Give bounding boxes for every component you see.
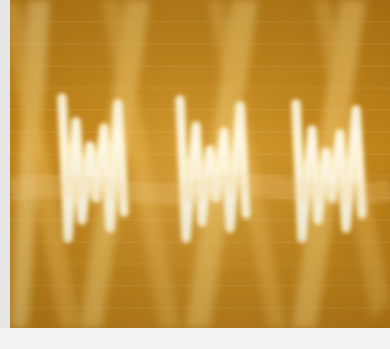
bottom-edge-strip (0, 328, 390, 349)
vignette-overlay (10, 0, 390, 328)
oscilloscope-waveform (10, 0, 390, 328)
left-edge-strip (0, 0, 10, 349)
oscilloscope-photo (10, 0, 390, 328)
